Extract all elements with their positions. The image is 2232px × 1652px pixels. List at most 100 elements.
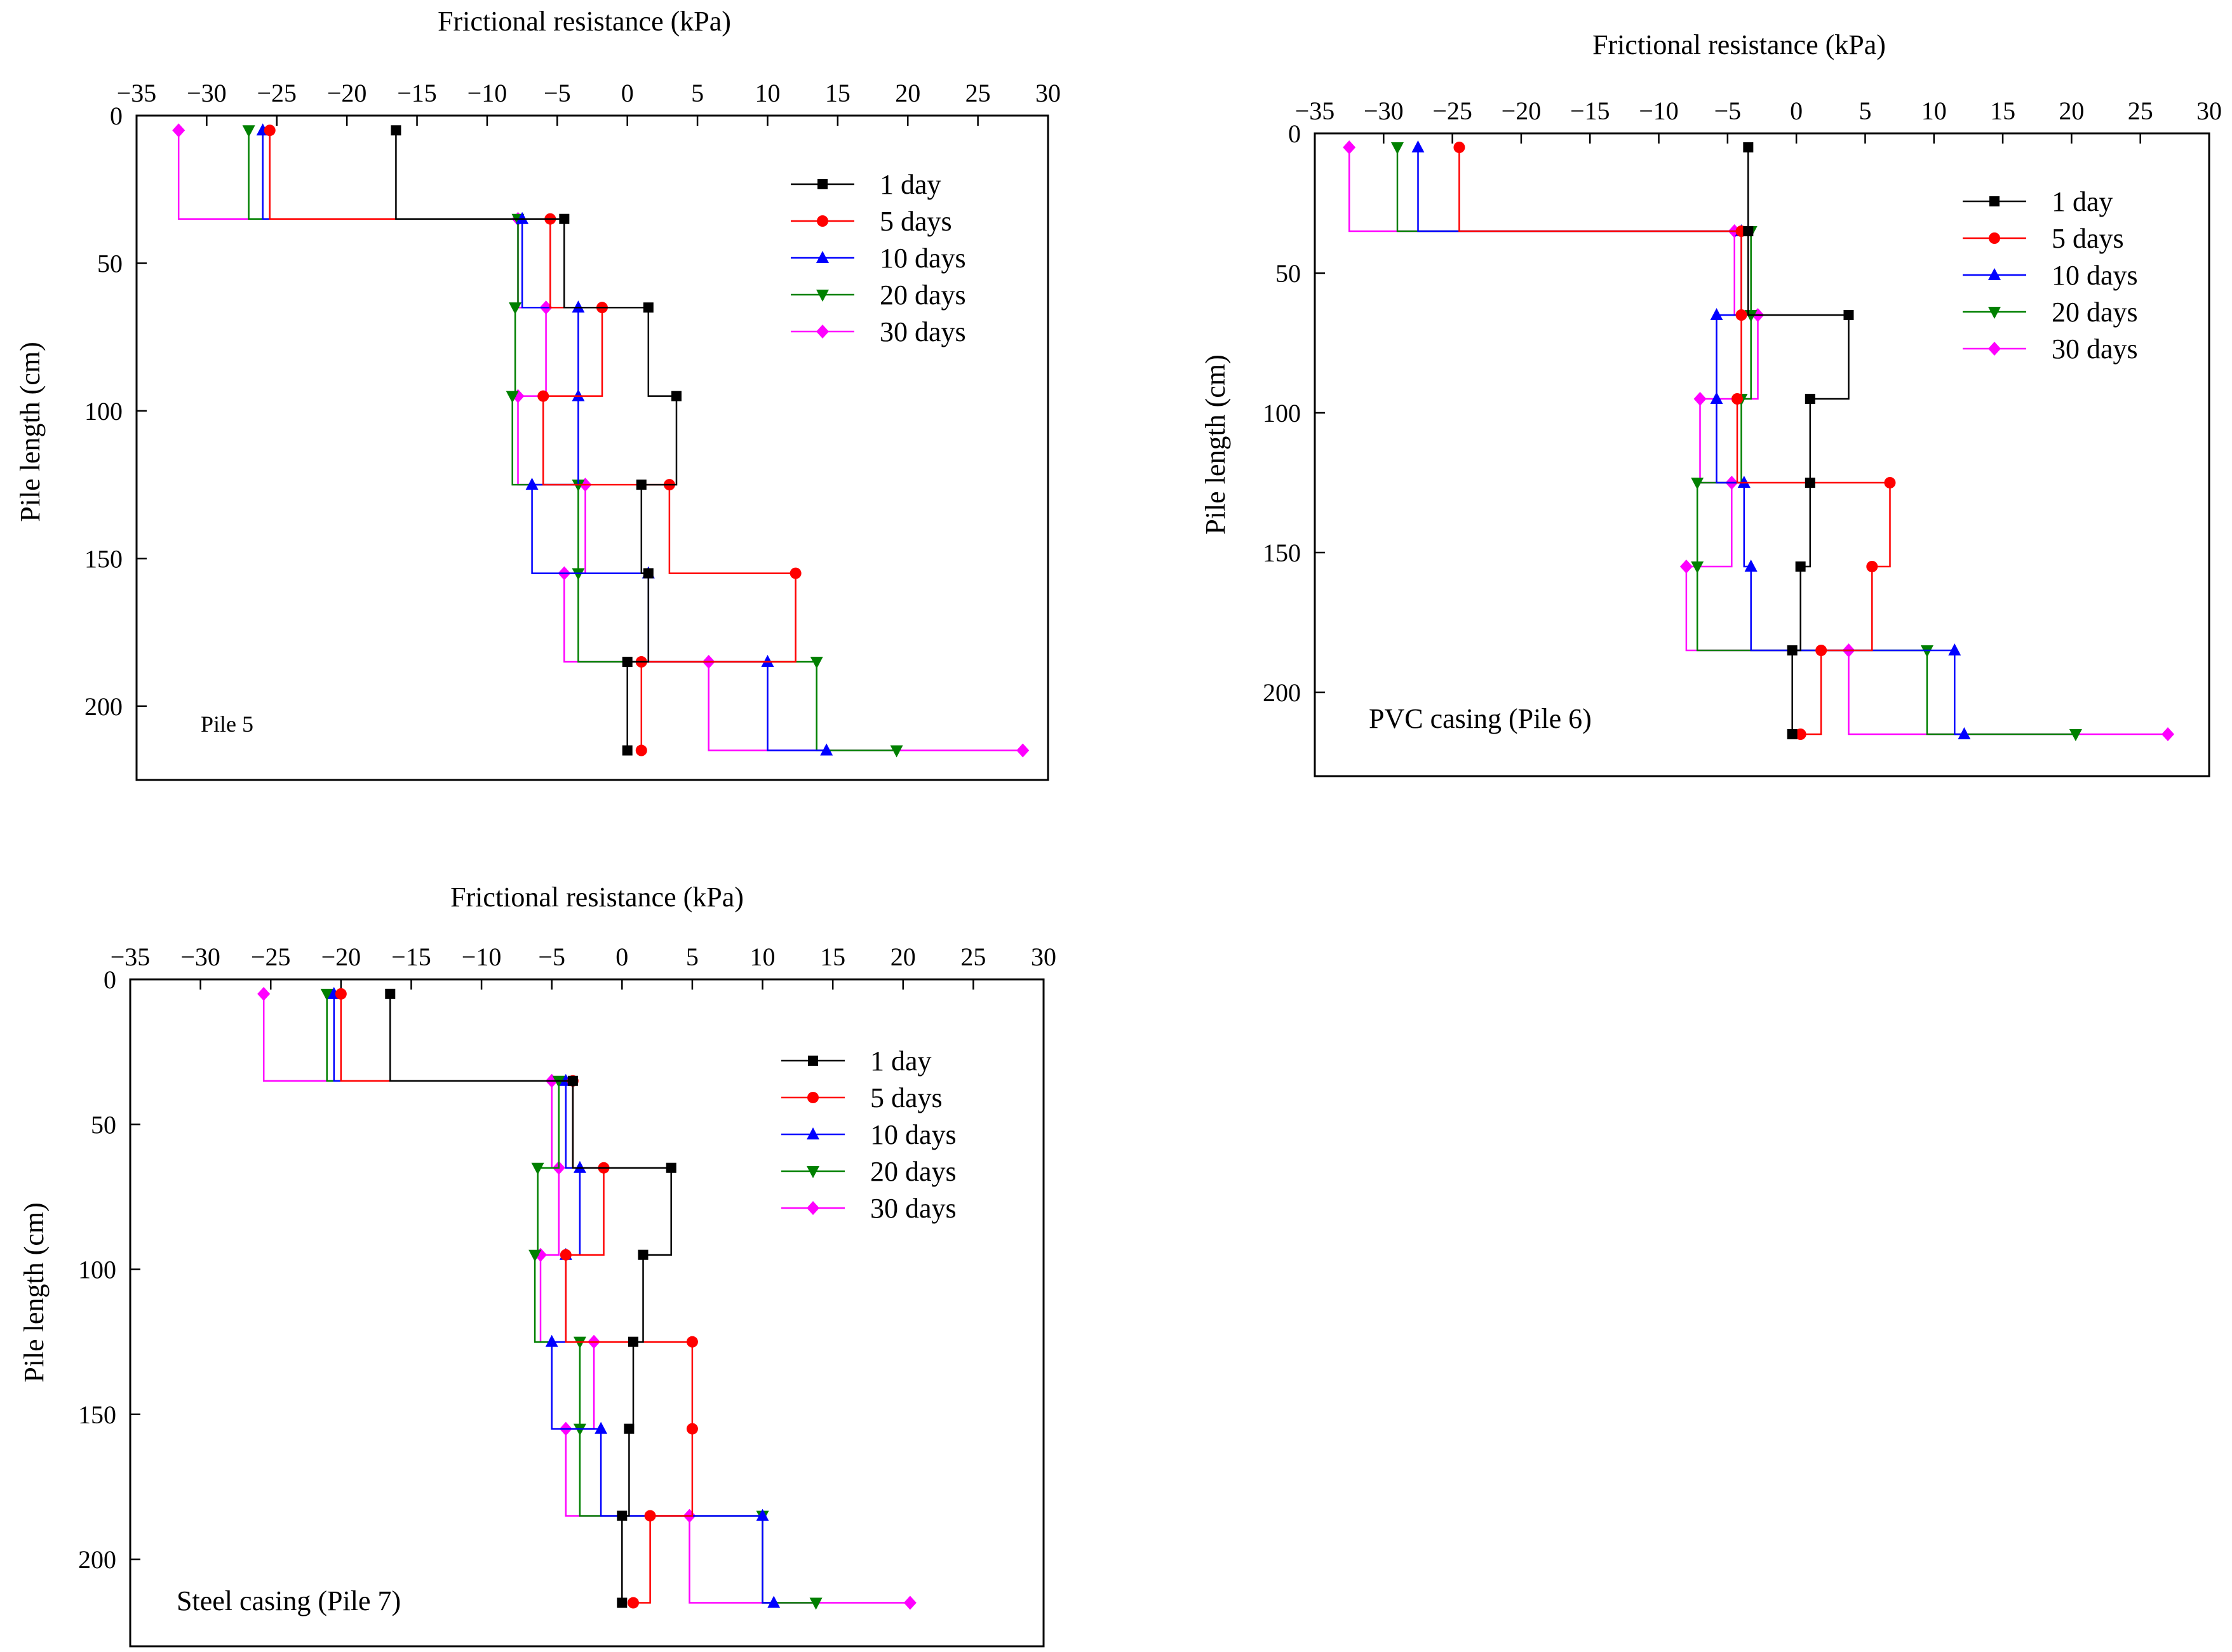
data-point-1-day bbox=[1805, 478, 1815, 488]
data-point-5-days bbox=[1453, 142, 1465, 153]
data-point-20-days bbox=[1691, 478, 1704, 490]
data-point-5-days bbox=[335, 988, 347, 1000]
y-tick-label: 200 bbox=[84, 692, 123, 721]
data-point-20-days bbox=[1920, 645, 1933, 657]
x-tick-label: 25 bbox=[965, 79, 991, 107]
data-point-20-days bbox=[531, 1162, 544, 1175]
x-tick-label: −25 bbox=[257, 79, 297, 107]
y-tick-label: 200 bbox=[1263, 678, 1301, 707]
x-tick-label: −35 bbox=[117, 79, 157, 107]
y-axis-title: Pile length (cm) bbox=[15, 342, 46, 522]
x-tick-label: 10 bbox=[755, 79, 780, 107]
x-tick-label: −5 bbox=[544, 79, 571, 107]
legend-marker bbox=[1989, 196, 2000, 206]
x-tick-label: 5 bbox=[1859, 97, 1871, 125]
legend-label: 20 days bbox=[880, 279, 966, 311]
x-tick-label: 25 bbox=[960, 943, 986, 971]
y-tick-label: 0 bbox=[110, 102, 123, 130]
data-point-5-days bbox=[628, 1597, 640, 1609]
legend-label: 10 days bbox=[880, 243, 966, 274]
data-point-1-day bbox=[385, 988, 396, 999]
x-tick-label: 5 bbox=[686, 943, 699, 971]
chart-steel-casing-pile-7: Frictional resistance (kPa) Pile length … bbox=[18, 882, 1056, 1648]
data-point-5-days bbox=[790, 567, 802, 579]
y-tick-label: 150 bbox=[78, 1400, 116, 1429]
data-point-5-days bbox=[264, 124, 276, 137]
data-point-10-days bbox=[1411, 140, 1425, 152]
legend-marker bbox=[816, 251, 829, 263]
data-point-1-day bbox=[671, 391, 682, 401]
x-tick-label: −25 bbox=[251, 943, 291, 971]
data-point-5-days bbox=[1815, 645, 1827, 656]
data-point-30-days bbox=[1016, 743, 1030, 758]
data-point-10-days bbox=[545, 1334, 558, 1347]
data-point-1-day bbox=[628, 1336, 639, 1347]
data-point-30-days bbox=[1693, 392, 1707, 406]
x-tick-label: −20 bbox=[327, 79, 367, 107]
legend-label: 30 days bbox=[880, 316, 966, 347]
data-point-10-days bbox=[1710, 392, 1723, 404]
x-tick-label: 10 bbox=[1921, 97, 1947, 125]
data-point-1-day bbox=[622, 657, 633, 668]
legend-label: 1 day bbox=[880, 169, 941, 200]
data-point-30-days bbox=[1343, 140, 1356, 154]
data-point-1-day bbox=[624, 1423, 635, 1434]
x-tick-label: 10 bbox=[750, 943, 776, 971]
series-line-5-days bbox=[269, 130, 797, 751]
data-point-20-days bbox=[242, 125, 255, 138]
legend-marker bbox=[807, 1166, 819, 1178]
x-tick-label: −15 bbox=[1570, 97, 1610, 125]
x-tick-label: −25 bbox=[1432, 97, 1472, 125]
plot-frame bbox=[129, 978, 1045, 1648]
y-tick-label: 50 bbox=[1275, 259, 1301, 288]
plot-frame bbox=[135, 114, 1049, 781]
data-point-1-day bbox=[638, 1249, 649, 1260]
data-point-5-days bbox=[1735, 309, 1747, 321]
x-tick-label: −15 bbox=[397, 79, 437, 107]
data-point-5-days bbox=[644, 1510, 656, 1522]
legend-label: 1 day bbox=[2052, 186, 2113, 217]
data-point-10-days bbox=[595, 1421, 608, 1434]
data-point-10-days bbox=[761, 655, 774, 668]
chart-pvc-casing-pile-6: Frictional resistance (kPa) Pile length … bbox=[1200, 29, 2222, 777]
x-tick-label: −10 bbox=[462, 943, 502, 971]
series-line-1-day bbox=[389, 993, 672, 1603]
legend-marker bbox=[807, 1092, 819, 1103]
data-point-1-day bbox=[1805, 394, 1815, 404]
data-point-20-days bbox=[528, 1249, 542, 1262]
chart-annotation: Pile 5 bbox=[201, 711, 253, 737]
y-tick-label: 100 bbox=[84, 397, 123, 426]
chart-annotation: PVC casing (Pile 6) bbox=[1369, 703, 1592, 734]
y-tick-label: 0 bbox=[104, 965, 116, 994]
legend-label: 10 days bbox=[2052, 260, 2138, 291]
legend-label: 10 days bbox=[870, 1119, 957, 1150]
x-tick-label: 0 bbox=[1790, 97, 1803, 125]
x-axis-title: Frictional resistance (kPa) bbox=[450, 882, 744, 913]
legend-label: 30 days bbox=[2052, 333, 2138, 365]
data-point-10-days bbox=[1710, 308, 1723, 320]
x-tick-label: 20 bbox=[895, 79, 920, 107]
data-point-1-day bbox=[643, 302, 654, 313]
data-point-5-days bbox=[1731, 393, 1744, 405]
data-point-10-days bbox=[572, 389, 585, 401]
data-point-5-days bbox=[686, 1423, 698, 1435]
data-point-20-days bbox=[1390, 142, 1404, 154]
y-tick-label: 150 bbox=[84, 544, 123, 573]
y-tick-label: 0 bbox=[1288, 119, 1301, 148]
series-line-1-day bbox=[395, 130, 678, 751]
legend-marker bbox=[808, 1056, 818, 1066]
data-point-1-day bbox=[636, 480, 647, 490]
data-point-1-day bbox=[617, 1597, 628, 1608]
x-tick-label: −35 bbox=[1295, 97, 1335, 125]
legend-label: 20 days bbox=[870, 1156, 957, 1187]
data-point-20-days bbox=[320, 988, 333, 1001]
x-tick-label: −20 bbox=[1502, 97, 1542, 125]
data-point-20-days bbox=[572, 568, 585, 581]
legend-label: 5 days bbox=[2052, 223, 2124, 254]
x-tick-label: −30 bbox=[180, 943, 220, 971]
data-point-20-days bbox=[573, 1336, 586, 1349]
x-tick-label: 15 bbox=[825, 79, 850, 107]
y-tick-label: 50 bbox=[97, 249, 123, 278]
data-point-10-days bbox=[756, 1508, 769, 1521]
x-tick-label: −20 bbox=[321, 943, 361, 971]
